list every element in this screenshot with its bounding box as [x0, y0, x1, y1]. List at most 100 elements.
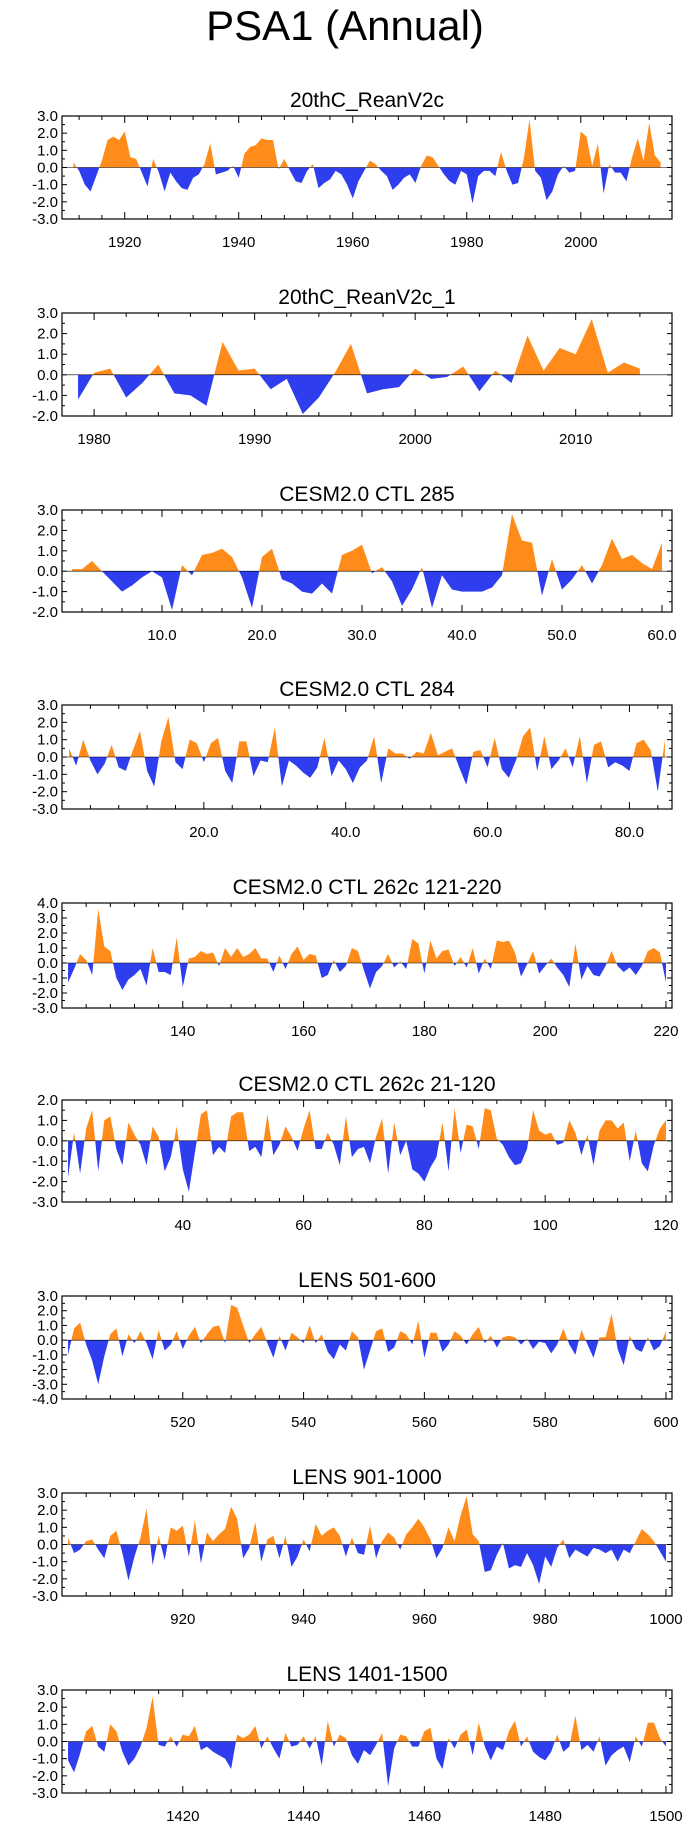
panel-3-xtick-label: 20.0 — [247, 627, 276, 644]
panel-5-title: CESM2.0 CTL 262c 121-220 — [233, 876, 502, 899]
panel-4-ytick-label: -1.0 — [32, 766, 58, 783]
panel-3-xtick-label: 60.0 — [647, 627, 676, 644]
panel-5-ytick-label: 4.0 — [37, 895, 58, 912]
panel-6-ytick-label: -1.0 — [32, 1153, 58, 1170]
page-title: PSA1 (Annual) — [206, 2, 484, 49]
panel-7-ytick-label: 3.0 — [37, 1288, 58, 1305]
panel-5-ytick-label: -3.0 — [32, 1000, 58, 1017]
panel-4-xtick-label: 80.0 — [615, 824, 644, 841]
panel-9-negative-area — [68, 1741, 666, 1787]
panel-7-xtick-label: 600 — [653, 1414, 678, 1431]
panel-1-ytick-label: 2.0 — [37, 125, 58, 142]
panel-7-positive-area — [68, 1304, 666, 1341]
panel-9-xtick-label: 1460 — [408, 1808, 441, 1825]
panel-2-negative-area — [78, 374, 640, 414]
panel-3-positive-area — [72, 514, 662, 572]
panel-5-xtick-label: 200 — [533, 1023, 558, 1040]
panel-2-xtick-label: 1980 — [77, 431, 110, 448]
panel-5-ytick-label: 1.0 — [37, 940, 58, 957]
panel-3-xtick-label: 40.0 — [447, 627, 476, 644]
panel-1-xtick-label: 1980 — [450, 234, 483, 251]
panel-2-xtick-label: 2010 — [559, 431, 592, 448]
panel-4-title: CESM2.0 CTL 284 — [279, 678, 455, 701]
panel-8-xtick-label: 920 — [170, 1611, 195, 1628]
panel-7-ytick-label: -3.0 — [32, 1376, 58, 1393]
panel-6-xtick-label: 60 — [295, 1217, 312, 1234]
panel-3-xtick-label: 30.0 — [347, 627, 376, 644]
panel-6-ytick-label: 1.0 — [37, 1112, 58, 1129]
panel-7-xtick-label: 560 — [412, 1414, 437, 1431]
panel-8-ytick-label: -2.0 — [32, 1571, 58, 1588]
panel-5-ytick-label: -1.0 — [32, 970, 58, 987]
panel-2-ytick-label: -1.0 — [32, 387, 58, 404]
panel-4-positive-area — [69, 717, 665, 757]
panel-6-ytick-label: 2.0 — [37, 1092, 58, 1109]
panel-7-xtick-label: 520 — [170, 1414, 195, 1431]
panel-5-negative-area — [68, 963, 666, 990]
panel-8-ytick-label: 3.0 — [37, 1485, 58, 1502]
panel-5-xtick-label: 220 — [653, 1023, 678, 1040]
panel-1-positive-area — [73, 119, 661, 168]
panel-2-xtick-label: 2000 — [398, 431, 431, 448]
panel-7-ytick-label: -4.0 — [32, 1391, 58, 1408]
panel-8-xtick-label: 1000 — [649, 1611, 682, 1628]
panel-1-title: 20thC_ReanV2c — [290, 89, 444, 112]
panel-7-ytick-label: 2.0 — [37, 1303, 58, 1320]
panel-4-xtick-label: 40.0 — [331, 824, 360, 841]
panel-8-xtick-label: 980 — [533, 1611, 558, 1628]
panel-1-xtick-label: 1960 — [336, 234, 369, 251]
panel-6-title: CESM2.0 CTL 262c 21-120 — [238, 1073, 495, 1096]
panel-2-ytick-label: -2.0 — [32, 408, 58, 425]
panel-1-xtick-label: 1920 — [108, 234, 141, 251]
panel-8-positive-area — [68, 1496, 666, 1545]
panel-6-xtick-label: 40 — [174, 1217, 191, 1234]
panel-9-ytick-label: 1.0 — [37, 1716, 58, 1733]
panel-7-title: LENS 501-600 — [298, 1269, 436, 1292]
panel-8-ytick-label: 0.0 — [37, 1537, 58, 1554]
panel-4-ytick-label: 2.0 — [37, 714, 58, 731]
panel-3-xtick-label: 50.0 — [547, 627, 576, 644]
panel-6-ytick-label: 0.0 — [37, 1133, 58, 1150]
panel-3-title: CESM2.0 CTL 285 — [279, 483, 454, 506]
panel-2-ytick-label: 1.0 — [37, 346, 58, 363]
panel-4-ytick-label: 0.0 — [37, 749, 58, 766]
panel-9-ytick-label: 3.0 — [37, 1682, 58, 1699]
panel-5-ytick-label: -2.0 — [32, 985, 58, 1002]
panel-2-positive-area — [78, 319, 640, 375]
panel-2-ytick-label: 3.0 — [37, 305, 58, 322]
panel-6-negative-area — [68, 1140, 666, 1192]
panel-1-negative-area — [73, 167, 661, 204]
panel-8-negative-area — [68, 1544, 666, 1584]
panel-7-ytick-label: -1.0 — [32, 1347, 58, 1364]
panel-7-xtick-label: 540 — [291, 1414, 316, 1431]
panel-6-xtick-label: 100 — [533, 1217, 558, 1234]
panel-9-ytick-label: -2.0 — [32, 1768, 58, 1785]
panel-9-ytick-label: -3.0 — [32, 1785, 58, 1802]
panel-6-xtick-label: 80 — [416, 1217, 433, 1234]
panel-1-ytick-label: 3.0 — [37, 108, 58, 125]
panel-1-xtick-label: 2000 — [564, 234, 597, 251]
panel-1-ytick-label: 1.0 — [37, 142, 58, 159]
panel-5-ytick-label: 0.0 — [37, 955, 58, 972]
panel-2-xtick-label: 1990 — [238, 431, 271, 448]
panel-9-ytick-label: 2.0 — [37, 1699, 58, 1716]
panel-5-xtick-label: 160 — [291, 1023, 316, 1040]
panel-3-ytick-label: -1.0 — [32, 584, 58, 601]
panel-7-ytick-label: 0.0 — [37, 1332, 58, 1349]
panel-7-xtick-label: 580 — [533, 1414, 558, 1431]
panel-9-xtick-label: 1480 — [528, 1808, 561, 1825]
panel-4-ytick-label: 1.0 — [37, 732, 58, 749]
panel-5-ytick-label: 3.0 — [37, 910, 58, 927]
panel-8-ytick-label: 1.0 — [37, 1519, 58, 1536]
panel-9-positive-area — [68, 1696, 666, 1742]
panel-9-title: LENS 1401-1500 — [286, 1663, 447, 1686]
panel-3-ytick-label: 2.0 — [37, 522, 58, 539]
panel-8-xtick-label: 960 — [412, 1611, 437, 1628]
panel-8-ytick-label: -3.0 — [32, 1588, 58, 1605]
panel-5-xtick-label: 180 — [412, 1023, 437, 1040]
panel-3-ytick-label: 1.0 — [37, 543, 58, 560]
panel-7-ytick-label: 1.0 — [37, 1317, 58, 1334]
panel-3-xtick-label: 10.0 — [147, 627, 176, 644]
